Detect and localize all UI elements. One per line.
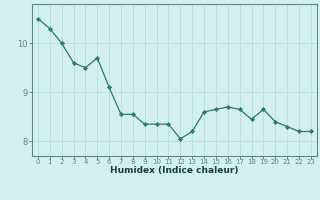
X-axis label: Humidex (Indice chaleur): Humidex (Indice chaleur) <box>110 166 239 175</box>
